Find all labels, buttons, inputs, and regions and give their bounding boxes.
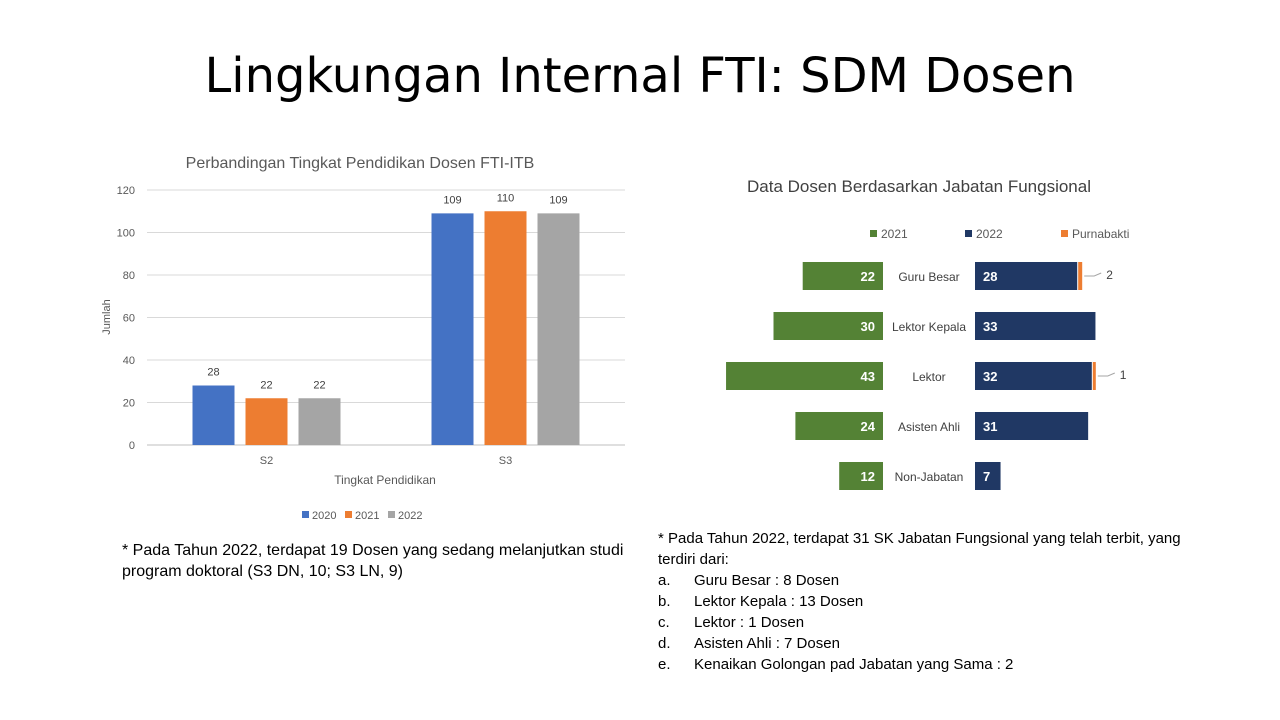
list-item: c. Lektor : 1 Dosen [658, 612, 1218, 633]
leader-line [1097, 372, 1115, 377]
list-marker: b. [658, 593, 671, 610]
legend: 2021 2022 Purnabakti [870, 227, 1129, 241]
list-text: Kenaikan Golongan pad Jabatan yang Sama … [694, 656, 1014, 673]
data-label: 31 [983, 419, 997, 434]
category-label: Lektor Kepala [892, 320, 966, 334]
bar [537, 213, 580, 445]
data-label: 22 [313, 379, 325, 391]
bar [975, 262, 1078, 290]
legend: 2020 2021 2022 [302, 510, 422, 522]
data-label: 32 [983, 369, 997, 384]
data-label: 1 [1120, 368, 1127, 382]
list-item: e. Kenaikan Golongan pad Jabatan yang Sam… [658, 654, 1218, 675]
list-text: Asisten Ahli : 7 Dosen [694, 635, 840, 652]
chart-title: Perbandingan Tingkat Pendidikan Dosen FT… [186, 155, 535, 172]
legend-label: 2020 [312, 510, 336, 522]
list-text: Guru Besar : 8 Dosen [694, 572, 840, 589]
category-label: Asisten Ahli [898, 420, 960, 434]
bar [484, 211, 527, 445]
data-label: 30 [861, 319, 875, 334]
jabatan-note-list: a. Guru Besar : 8 Dosen b. Lektor Kepala :… [658, 570, 1218, 675]
data-label: 43 [861, 369, 875, 384]
bar [1078, 262, 1083, 290]
bar [726, 362, 883, 390]
y-tick-label: 20 [123, 398, 135, 410]
bar [975, 462, 1001, 490]
legend-label: Purnabakti [1072, 227, 1129, 241]
legend-swatch [1061, 230, 1068, 237]
list-marker: d. [658, 635, 671, 652]
category-label: Lektor [912, 370, 945, 384]
bar [802, 262, 883, 290]
bars: 28 22 22 109 110 109 [192, 192, 580, 445]
chart-title: Data Dosen Berdasarkan Jabatan Fungsiona… [747, 177, 1091, 196]
y-axis-label: Jumlah [101, 299, 113, 334]
bar [795, 412, 883, 440]
legend-label: 2022 [398, 510, 422, 522]
legend-label: 2021 [881, 227, 908, 241]
category-label: Guru Besar [898, 270, 959, 284]
jabatan-butterfly-chart: Data Dosen Berdasarkan Jabatan Fungsiona… [726, 177, 1129, 490]
bar [975, 312, 1096, 340]
legend-label: 2022 [976, 227, 1003, 241]
data-label: 109 [549, 194, 567, 206]
bar [298, 398, 341, 445]
education-note: * Pada Tahun 2022, terdapat 19 Dosen yan… [122, 542, 624, 580]
data-label: 28 [983, 269, 997, 284]
list-item: b. Lektor Kepala : 13 Dosen [658, 591, 1218, 612]
data-label: 28 [207, 367, 219, 379]
x-tick-label: S2 [260, 455, 273, 467]
bar [1092, 362, 1096, 390]
jabatan-note-intro: * Pada Tahun 2022, terdapat 31 SK Jabata… [658, 530, 1181, 568]
slide-title: Lingkungan Internal FTI: SDM Dosen [204, 48, 1076, 104]
data-label: 2 [1106, 268, 1113, 282]
legend-swatch [302, 511, 309, 518]
x-tick-label: S3 [499, 455, 512, 467]
data-label: 12 [861, 469, 875, 484]
legend-swatch [870, 230, 877, 237]
data-label: 22 [260, 379, 272, 391]
y-tick-label: 0 [129, 440, 135, 452]
category-label: Non-Jabatan [895, 470, 964, 484]
legend-label: 2021 [355, 510, 379, 522]
y-tick-label: 80 [123, 270, 135, 282]
list-text: Lektor : 1 Dosen [694, 614, 805, 631]
bar [192, 385, 235, 445]
y-tick-label: 40 [123, 355, 135, 367]
list-item: a. Guru Besar : 8 Dosen [658, 570, 1218, 591]
leader-line [1084, 272, 1102, 277]
bar [975, 412, 1089, 440]
list-marker: c. [658, 614, 670, 631]
education-bar-chart: Perbandingan Tingkat Pendidikan Dosen FT… [101, 155, 625, 522]
bar [431, 213, 474, 445]
data-label: 33 [983, 319, 997, 334]
bars: 22 28 2 Guru Besar 30 33 Lektor Kepala 43 32 1 Lek… [726, 262, 1127, 490]
y-tick-label: 100 [117, 228, 135, 240]
data-label: 110 [497, 192, 515, 204]
data-label: 109 [443, 194, 461, 206]
legend-swatch [345, 511, 352, 518]
jabatan-note: * Pada Tahun 2022, terdapat 31 SK Jabata… [658, 528, 1218, 675]
y-axis-ticks: 0 20 40 60 80 100 120 [117, 185, 135, 452]
data-label: 24 [861, 419, 876, 434]
data-label: 7 [983, 469, 990, 484]
data-label: 22 [861, 269, 875, 284]
list-marker: a. [658, 572, 671, 589]
list-text: Lektor Kepala : 13 Dosen [694, 593, 864, 610]
y-tick-label: 120 [117, 185, 135, 197]
y-tick-label: 60 [123, 313, 135, 325]
bar [975, 362, 1092, 390]
list-marker: e. [658, 656, 671, 673]
legend-swatch [965, 230, 972, 237]
x-axis-ticks: S2 S3 [260, 455, 512, 467]
bar [245, 398, 288, 445]
legend-swatch [388, 511, 395, 518]
list-item: d. Asisten Ahli : 7 Dosen [658, 633, 1218, 654]
x-axis-label: Tingkat Pendidikan [334, 473, 436, 487]
bar [839, 462, 883, 490]
bar [773, 312, 883, 340]
